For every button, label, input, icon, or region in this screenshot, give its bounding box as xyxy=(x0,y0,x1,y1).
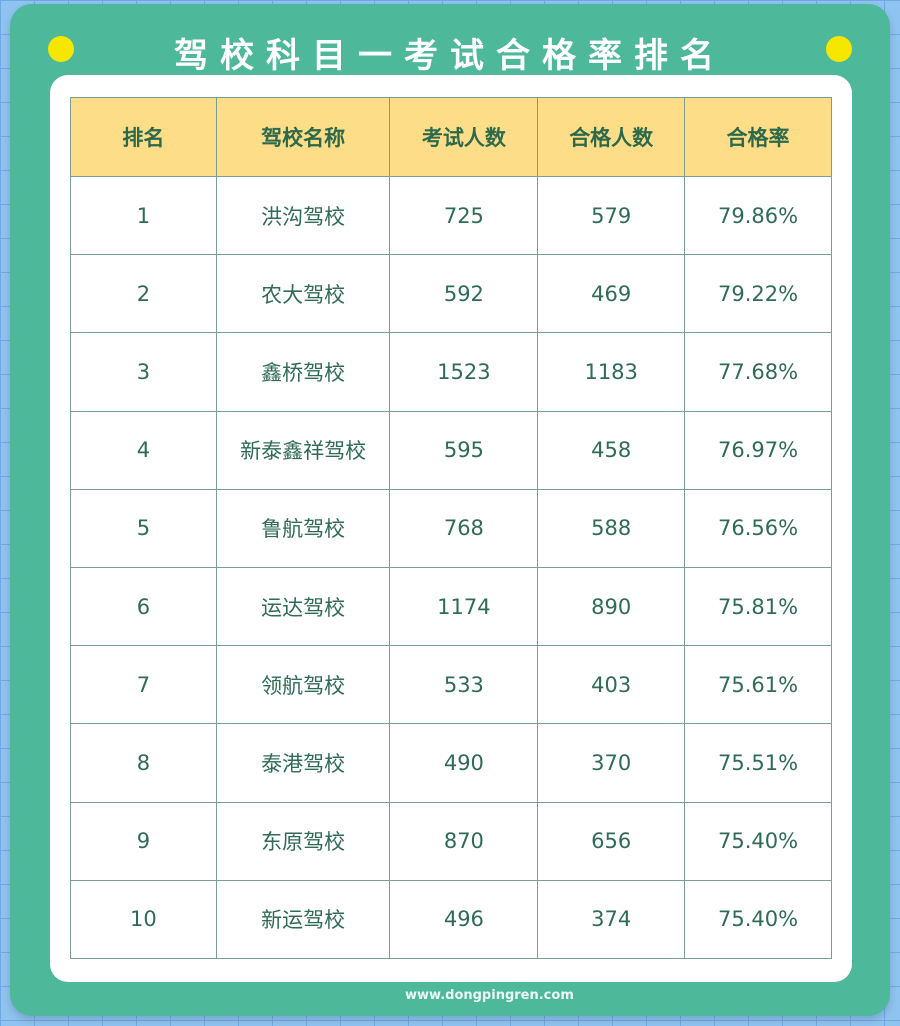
table-cell: 2 xyxy=(70,254,217,334)
table-row: 1 洪沟驾校 725 579 79.86% xyxy=(70,175,832,256)
table-cell: 403 xyxy=(537,645,686,725)
table-cell: 新运驾校 xyxy=(215,879,391,959)
column-header: 考试人数 xyxy=(389,97,539,177)
table-cell: 8 xyxy=(70,723,217,803)
table-cell: 588 xyxy=(537,488,686,568)
table-cell: 890 xyxy=(537,566,686,647)
table-cell: 6 xyxy=(70,566,217,647)
table-cell: 10 xyxy=(70,879,217,959)
table-cell: 656 xyxy=(537,801,686,881)
table-cell: 725 xyxy=(389,175,539,256)
table-cell: 374 xyxy=(537,879,686,959)
table-cell: 鑫桥驾校 xyxy=(215,332,391,412)
table-row: 2 农大驾校 592 469 79.22% xyxy=(70,254,832,334)
table-cell: 79.22% xyxy=(684,254,832,334)
table-cell: 1174 xyxy=(389,566,539,647)
table-row: 10 新运驾校 496 374 75.40% xyxy=(70,879,832,959)
ranking-table: 排名 驾校名称 考试人数 合格人数 合格率 1 洪沟驾校 725 579 79.86% 2 农大驾校… xyxy=(70,97,832,959)
table-cell: 76.97% xyxy=(684,410,832,490)
table-panel: 排名 驾校名称 考试人数 合格人数 合格率 1 洪沟驾校 725 579 79.86% 2 农大驾校… xyxy=(50,75,852,982)
table-cell: 490 xyxy=(389,723,539,803)
table-cell: 1183 xyxy=(537,332,686,412)
table-row: 7 领航驾校 533 403 75.61% xyxy=(70,645,832,725)
table-cell: 75.81% xyxy=(684,566,832,647)
table-cell: 595 xyxy=(389,410,539,490)
table-cell: 1523 xyxy=(389,332,539,412)
table-cell: 79.86% xyxy=(684,175,832,256)
table-cell: 1 xyxy=(70,175,217,256)
table-cell: 农大驾校 xyxy=(215,254,391,334)
table-cell: 洪沟驾校 xyxy=(215,175,391,256)
yellow-dot-icon xyxy=(826,36,852,62)
table-cell: 370 xyxy=(537,723,686,803)
yellow-dot-icon xyxy=(48,36,74,62)
table-cell: 592 xyxy=(389,254,539,334)
table-cell: 496 xyxy=(389,879,539,959)
table-cell: 76.56% xyxy=(684,488,832,568)
watermark-logo: www.dongpingren.com xyxy=(405,988,574,1003)
table-cell: 鲁航驾校 xyxy=(215,488,391,568)
table-row: 4 新泰鑫祥驾校 595 458 76.97% xyxy=(70,410,832,490)
table-row: 6 运达驾校 1174 890 75.81% xyxy=(70,566,832,647)
table-cell: 768 xyxy=(389,488,539,568)
table-cell: 泰港驾校 xyxy=(215,723,391,803)
table-cell: 75.40% xyxy=(684,879,832,959)
table-cell: 579 xyxy=(537,175,686,256)
table-cell: 新泰鑫祥驾校 xyxy=(215,410,391,490)
table-cell: 4 xyxy=(70,410,217,490)
column-header: 排名 xyxy=(70,97,217,177)
table-cell: 458 xyxy=(537,410,686,490)
table-cell: 75.51% xyxy=(684,723,832,803)
page-title: 驾校科目一考试合格率排名 xyxy=(174,36,726,76)
table-cell: 77.68% xyxy=(684,332,832,412)
table-cell: 870 xyxy=(389,801,539,881)
table-header: 排名 驾校名称 考试人数 合格人数 合格率 xyxy=(70,97,832,177)
table-cell: 469 xyxy=(537,254,686,334)
table-cell: 533 xyxy=(389,645,539,725)
table-cell: 75.40% xyxy=(684,801,832,881)
table-cell: 75.61% xyxy=(684,645,832,725)
card: 驾校科目一考试合格率排名 排名 驾校名称 考试人数 合格人数 合格率 1 洪沟驾校 725 5… xyxy=(10,4,890,1016)
table-cell: 东原驾校 xyxy=(215,801,391,881)
table-cell: 7 xyxy=(70,645,217,725)
column-header: 驾校名称 xyxy=(215,97,391,177)
table-row: 3 鑫桥驾校 1523 1183 77.68% xyxy=(70,332,832,412)
column-header: 合格率 xyxy=(684,97,832,177)
table-cell: 5 xyxy=(70,488,217,568)
table-row: 8 泰港驾校 490 370 75.51% xyxy=(70,723,832,803)
table-cell: 9 xyxy=(70,801,217,881)
table-row: 9 东原驾校 870 656 75.40% xyxy=(70,801,832,881)
table-cell: 运达驾校 xyxy=(215,566,391,647)
column-header: 合格人数 xyxy=(537,97,686,177)
table-cell: 领航驾校 xyxy=(215,645,391,725)
table-cell: 3 xyxy=(70,332,217,412)
table-row: 5 鲁航驾校 768 588 76.56% xyxy=(70,488,832,568)
